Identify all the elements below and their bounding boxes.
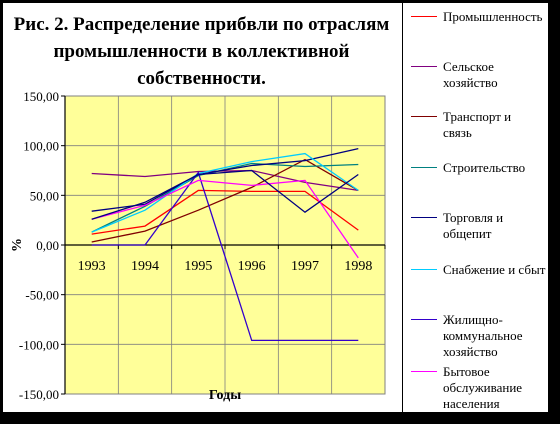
y-tick-label: 0,00 xyxy=(36,238,59,253)
legend-label: Торговля и общепит xyxy=(443,210,504,241)
y-tick-label: -100,00 xyxy=(19,337,59,352)
x-tick-label: 1998 xyxy=(344,259,372,274)
y-axis-title: % xyxy=(10,238,25,252)
x-tick-label: 1996 xyxy=(238,259,266,274)
series-line xyxy=(91,152,359,233)
legend-label: Строительство xyxy=(443,160,526,175)
y-tick-label: -50,00 xyxy=(25,288,59,303)
line-chart: 150,00 100,00 50,00 0,00 -50,00 -100,00 -150,0… xyxy=(10,89,386,403)
legend-line-swatch xyxy=(411,269,437,270)
chart-panel: Рис. 2. Распределение прибвли по отрасля… xyxy=(3,3,548,412)
chart-title: Рис. 2. Распределение прибвли по отрасля… xyxy=(3,11,400,92)
y-tick-label: 50,00 xyxy=(30,188,59,203)
x-axis-title: Годы xyxy=(209,388,241,403)
legend-line-swatch xyxy=(411,217,437,218)
legend-label: Снабжение и сбыт xyxy=(443,262,546,277)
x-tick-label: 1997 xyxy=(291,259,319,274)
series-line xyxy=(91,158,359,243)
x-tick-label: 1993 xyxy=(78,259,106,274)
legend-line-swatch xyxy=(411,167,437,168)
y-tick-label: -150,00 xyxy=(19,387,59,402)
legend-label: Промышленность xyxy=(443,9,543,24)
y-tick-label: 150,00 xyxy=(23,89,59,104)
x-tick-label: 1995 xyxy=(184,259,212,274)
legend-line-swatch xyxy=(411,116,437,117)
series-line xyxy=(91,179,359,259)
legend-label: Бытовое обслуживание населения xyxy=(443,364,523,411)
chart-legend: Промышленность Сельское хозяйство Транспор… xyxy=(402,3,549,412)
series-line xyxy=(91,169,359,220)
legend-line-swatch xyxy=(411,371,437,372)
legend-label: Сельское хозяйство xyxy=(443,59,498,90)
chart-title-line: Рис. 2. Распределение прибвли по отрасля… xyxy=(13,14,390,35)
series-line xyxy=(91,171,359,342)
series-line xyxy=(91,189,359,235)
chart-title-line: промышленности в коллективной xyxy=(53,41,350,62)
series-line xyxy=(91,169,359,192)
legend-label: Жилищно- коммунальное хозяйство xyxy=(443,312,523,359)
x-tick-label: 1994 xyxy=(131,259,159,274)
legend-line-swatch xyxy=(411,66,437,67)
legend-line-swatch xyxy=(411,16,437,17)
legend-label: Транспорт и связь xyxy=(443,109,512,140)
y-tick-label: 100,00 xyxy=(23,139,59,154)
legend-line-swatch xyxy=(411,319,437,320)
chart-title-line: собственности. xyxy=(137,68,266,89)
